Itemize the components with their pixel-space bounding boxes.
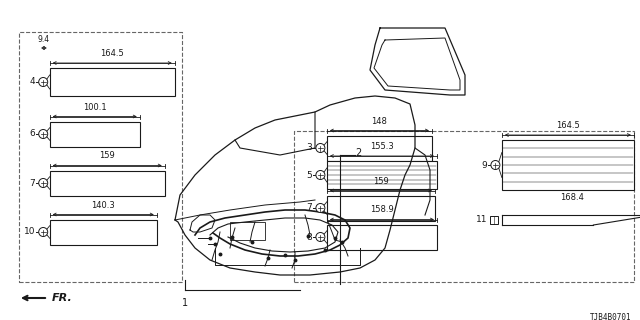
Text: 11: 11	[476, 215, 488, 225]
Text: 1: 1	[182, 298, 188, 308]
Circle shape	[491, 161, 500, 170]
Circle shape	[316, 204, 325, 212]
Text: 158.9: 158.9	[370, 205, 394, 214]
Text: 7: 7	[307, 204, 312, 212]
Text: 9: 9	[482, 161, 488, 170]
Circle shape	[316, 143, 325, 153]
Text: 168.4: 168.4	[561, 193, 584, 202]
Text: 159: 159	[99, 151, 115, 161]
Text: TJB4B0701: TJB4B0701	[590, 313, 632, 320]
Circle shape	[38, 77, 48, 86]
Bar	[230, 222, 265, 240]
Bar	[50, 122, 140, 147]
Bar	[50, 68, 175, 96]
Bar	[50, 171, 164, 196]
Bar	[19, 32, 182, 282]
Text: 8: 8	[307, 233, 312, 242]
Circle shape	[316, 233, 325, 242]
Circle shape	[316, 171, 325, 180]
Text: 155.3: 155.3	[370, 142, 394, 151]
Text: 100.1: 100.1	[83, 102, 106, 111]
Text: 159: 159	[373, 177, 388, 186]
Text: 7: 7	[29, 179, 35, 188]
Text: 2: 2	[355, 148, 361, 158]
Text: 4: 4	[29, 77, 35, 86]
Text: 148: 148	[371, 116, 387, 125]
Text: 10: 10	[24, 228, 35, 236]
Bar	[327, 161, 437, 189]
Bar	[502, 140, 634, 190]
Bar	[490, 216, 499, 224]
Circle shape	[38, 179, 48, 188]
Bar	[327, 196, 435, 220]
Bar	[50, 220, 157, 244]
Bar	[327, 135, 432, 161]
Bar	[294, 131, 634, 282]
Circle shape	[38, 130, 48, 139]
Text: 5: 5	[307, 171, 312, 180]
Text: 164.5: 164.5	[100, 49, 124, 58]
Text: 164.5: 164.5	[556, 121, 580, 130]
Text: 9.4: 9.4	[38, 35, 50, 44]
Text: 3: 3	[307, 143, 312, 153]
Text: 140.3: 140.3	[92, 201, 115, 210]
Text: FR.: FR.	[52, 293, 73, 303]
Text: 6: 6	[29, 130, 35, 139]
Bar	[327, 225, 437, 250]
Circle shape	[38, 228, 48, 236]
